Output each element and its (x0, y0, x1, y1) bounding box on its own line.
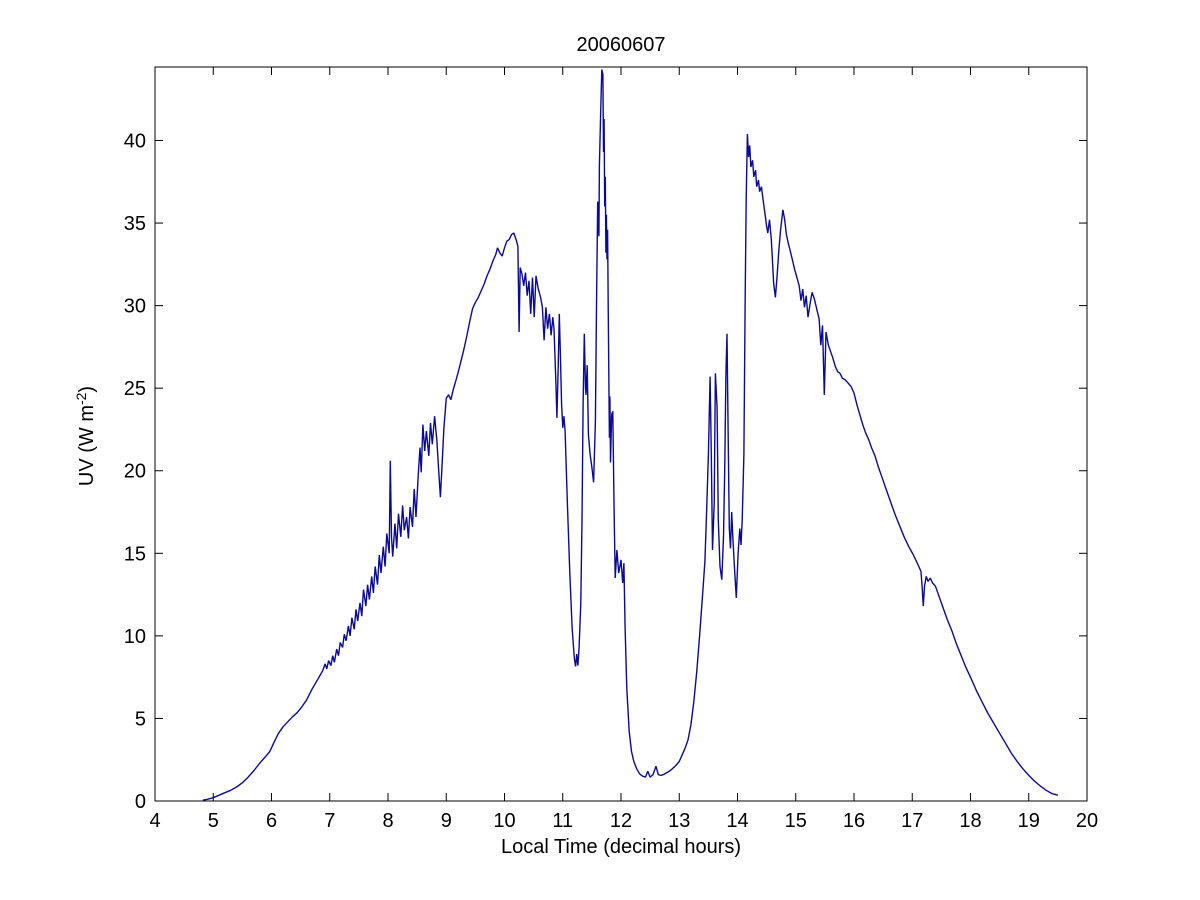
y-tick-label: 30 (124, 296, 146, 318)
x-tick-label: 11 (552, 810, 573, 832)
x-tick-label: 7 (324, 810, 335, 832)
x-tick-label: 5 (208, 810, 219, 832)
y-axis-label-close: ) (76, 385, 98, 393)
y-tick-label: 10 (124, 626, 146, 648)
x-tick-label: 14 (726, 810, 748, 832)
y-tick-label: 5 (135, 708, 146, 730)
y-tick-label: 35 (124, 213, 146, 235)
x-tick-label: 8 (382, 810, 393, 832)
y-tick-label: 0 (135, 791, 146, 813)
y-axis-label-superscript: -2 (73, 392, 89, 406)
x-tick-label: 15 (785, 810, 807, 832)
uv-line-series (202, 69, 1059, 801)
chart-title: 20060607 (576, 34, 666, 56)
x-tick-label: 4 (149, 810, 160, 832)
x-tick-label: 12 (610, 810, 632, 832)
axes-box (154, 66, 1088, 802)
y-tick-label: 20 (124, 461, 146, 483)
x-tick-label: 17 (901, 810, 923, 832)
y-tick-label: 15 (124, 543, 146, 565)
y-axis-label-text: UV (W m (76, 405, 98, 487)
x-tick-label: 18 (959, 810, 981, 832)
y-axis-label: UV (W m-2) (73, 386, 99, 486)
x-tick-label: 16 (843, 810, 865, 832)
x-tick-label: 20 (1076, 810, 1098, 832)
x-tick-label: 10 (493, 810, 515, 832)
x-tick-label: 6 (266, 810, 277, 832)
y-tick-label: 40 (124, 130, 146, 152)
y-tick-label: 25 (124, 378, 146, 400)
x-tick-label: 13 (668, 810, 690, 832)
x-axis-label: Local Time (decimal hours) (500, 836, 742, 858)
x-tick-label: 19 (1018, 810, 1040, 832)
x-tick-label: 9 (441, 810, 452, 832)
